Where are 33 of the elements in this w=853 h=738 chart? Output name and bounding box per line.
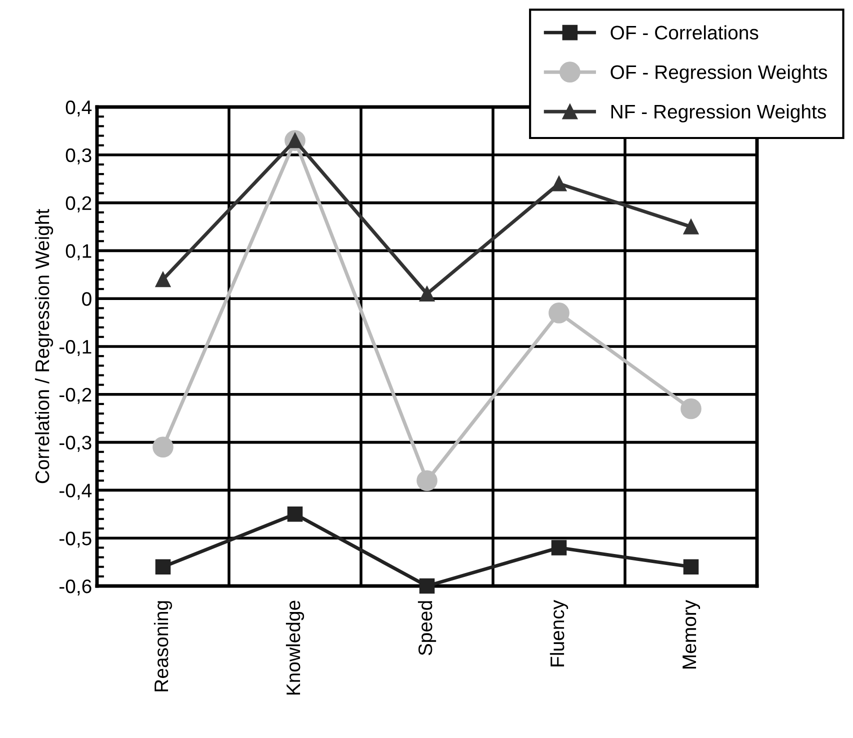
point [548, 302, 570, 324]
y-tick-label: 0 [82, 292, 92, 306]
y-tick-label: 0,3 [66, 148, 92, 164]
point [419, 286, 435, 302]
y-tick-label: -0,3 [60, 436, 92, 452]
x-tick-label: Speed [418, 601, 436, 656]
x-tick-label: Memory [682, 600, 700, 669]
point [416, 470, 438, 492]
y-tick-label: 0,4 [66, 100, 92, 117]
point [683, 559, 699, 574]
point [152, 436, 174, 458]
legend-label: NF - Regression Weights [611, 104, 826, 122]
point [551, 540, 567, 556]
y-tick-label: -0,2 [60, 388, 92, 404]
y-tick-label: -0,6 [60, 579, 92, 596]
point [287, 506, 303, 522]
x-tick-label: Reasoning [154, 601, 172, 692]
point [680, 398, 702, 420]
point [683, 219, 699, 234]
point [419, 578, 435, 594]
x-tick-label: Knowledge [286, 600, 304, 695]
y-tick-label: -0,1 [60, 340, 92, 356]
point [551, 176, 567, 192]
x-tick-label: Fluency [550, 600, 568, 666]
y-tick-label: 0,2 [66, 196, 92, 212]
y-tick-label: 0,1 [66, 244, 92, 260]
point [155, 272, 171, 288]
y-axis-title: Correlation / Regression Weight [34, 209, 54, 484]
y-tick-label: -0,5 [60, 532, 92, 548]
legend-label: OF - Correlations [610, 25, 758, 40]
y-tick-label: -0,4 [60, 484, 92, 500]
legend-label: OF - Regression Weights [610, 64, 828, 83]
point [155, 559, 171, 574]
